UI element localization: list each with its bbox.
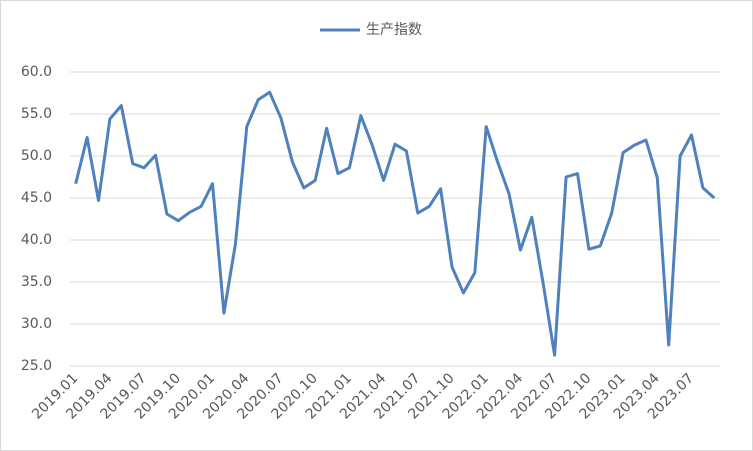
- legend-label: 生产指数: [366, 22, 422, 38]
- y-tick-label: 50.0: [21, 148, 52, 164]
- y-tick-label: 55.0: [21, 106, 52, 122]
- series-line: [74, 90, 716, 357]
- y-tick-label: 35.0: [21, 274, 52, 290]
- y-tick-label: 60.0: [21, 64, 52, 80]
- y-tick-label: 40.0: [21, 232, 52, 248]
- y-tick-label: 30.0: [21, 316, 52, 332]
- y-tick-label: 45.0: [21, 190, 52, 206]
- y-tick-label: 25.0: [21, 358, 52, 374]
